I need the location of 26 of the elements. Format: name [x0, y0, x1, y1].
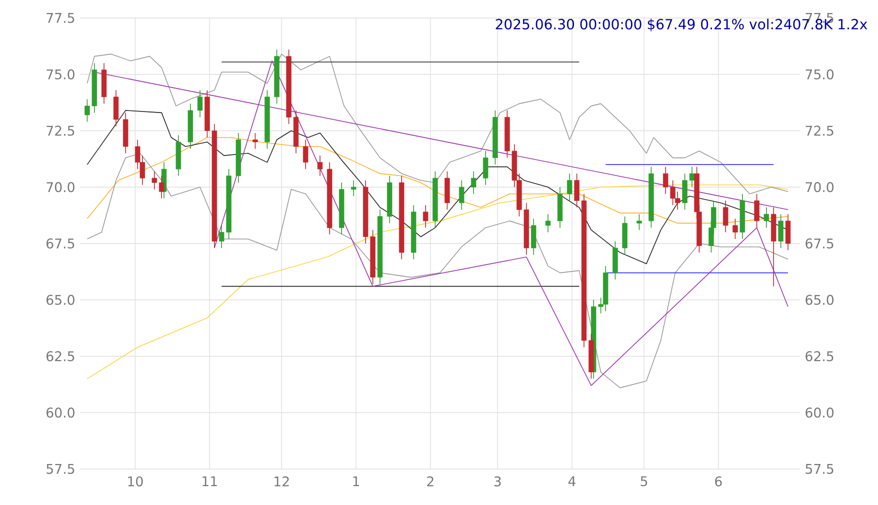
y-tick-label: 65.0: [46, 294, 74, 305]
y2-tick-label: 67.5: [806, 238, 834, 249]
x-tick-label: 6: [715, 476, 722, 486]
y2-tick-label: 75.0: [806, 69, 834, 80]
x-tick-label: 3: [494, 476, 501, 486]
y2-tick-label: 60.0: [806, 408, 834, 418]
y-tick-label: 57.5: [46, 464, 74, 474]
x-tick-label: 1: [353, 476, 360, 486]
y2-tick-label: 72.5: [806, 126, 834, 136]
y-tick-label: 72.5: [46, 126, 74, 136]
y2-tick-label: 62.5: [806, 351, 834, 362]
y-tick-label: 77.5: [46, 13, 74, 23]
x-tick-label: 10: [128, 476, 143, 486]
y2-tick-label: 57.5: [806, 464, 834, 474]
y-tick-label: 75.0: [46, 69, 74, 80]
x-tick-label: 4: [568, 476, 576, 486]
y-tick-label: 70.0: [46, 182, 74, 192]
y-tick-label: 62.5: [46, 351, 74, 362]
y-tick-label: 67.5: [46, 238, 74, 249]
x-tick-label: 2: [427, 476, 434, 486]
x-tick-label: 12: [274, 476, 289, 486]
x-tick-label: 5: [640, 476, 648, 486]
y2-tick-label: 70.0: [806, 182, 834, 192]
y-tick-label: 60.0: [46, 408, 74, 418]
y2-tick-label: 65.0: [806, 294, 834, 305]
x-tick-label: 11: [202, 476, 217, 486]
